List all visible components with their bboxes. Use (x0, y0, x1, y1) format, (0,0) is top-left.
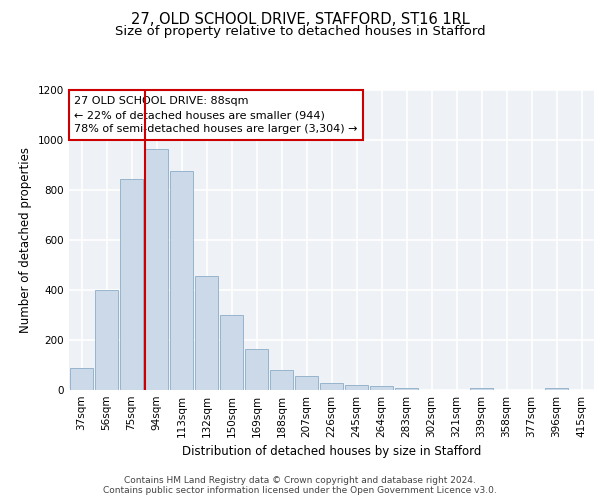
Bar (295, 376, 318, 390)
Text: 27, OLD SCHOOL DRIVE, STAFFORD, ST16 1RL: 27, OLD SCHOOL DRIVE, STAFFORD, ST16 1RL (131, 12, 469, 28)
Text: Size of property relative to detached houses in Stafford: Size of property relative to detached ho… (115, 25, 485, 38)
Bar (545, 388, 568, 390)
Bar (70, 368, 93, 390)
Bar (195, 276, 218, 390)
Y-axis label: Number of detached properties: Number of detached properties (19, 147, 32, 333)
Bar (170, 171, 193, 390)
Text: Contains HM Land Registry data © Crown copyright and database right 2024.
Contai: Contains HM Land Registry data © Crown c… (103, 476, 497, 495)
Text: 27 OLD SCHOOL DRIVE: 88sqm
← 22% of detached houses are smaller (944)
78% of sem: 27 OLD SCHOOL DRIVE: 88sqm ← 22% of deta… (74, 96, 358, 134)
Bar (370, 386, 393, 390)
Bar (245, 349, 268, 390)
X-axis label: Distribution of detached houses by size in Stafford: Distribution of detached houses by size … (182, 446, 481, 458)
Bar (395, 388, 418, 390)
Bar (320, 382, 343, 390)
Bar (120, 179, 143, 390)
Bar (220, 315, 243, 390)
Bar (345, 385, 368, 390)
Bar (95, 290, 118, 390)
Bar (270, 370, 293, 390)
Bar (145, 149, 168, 390)
Bar (470, 388, 493, 390)
